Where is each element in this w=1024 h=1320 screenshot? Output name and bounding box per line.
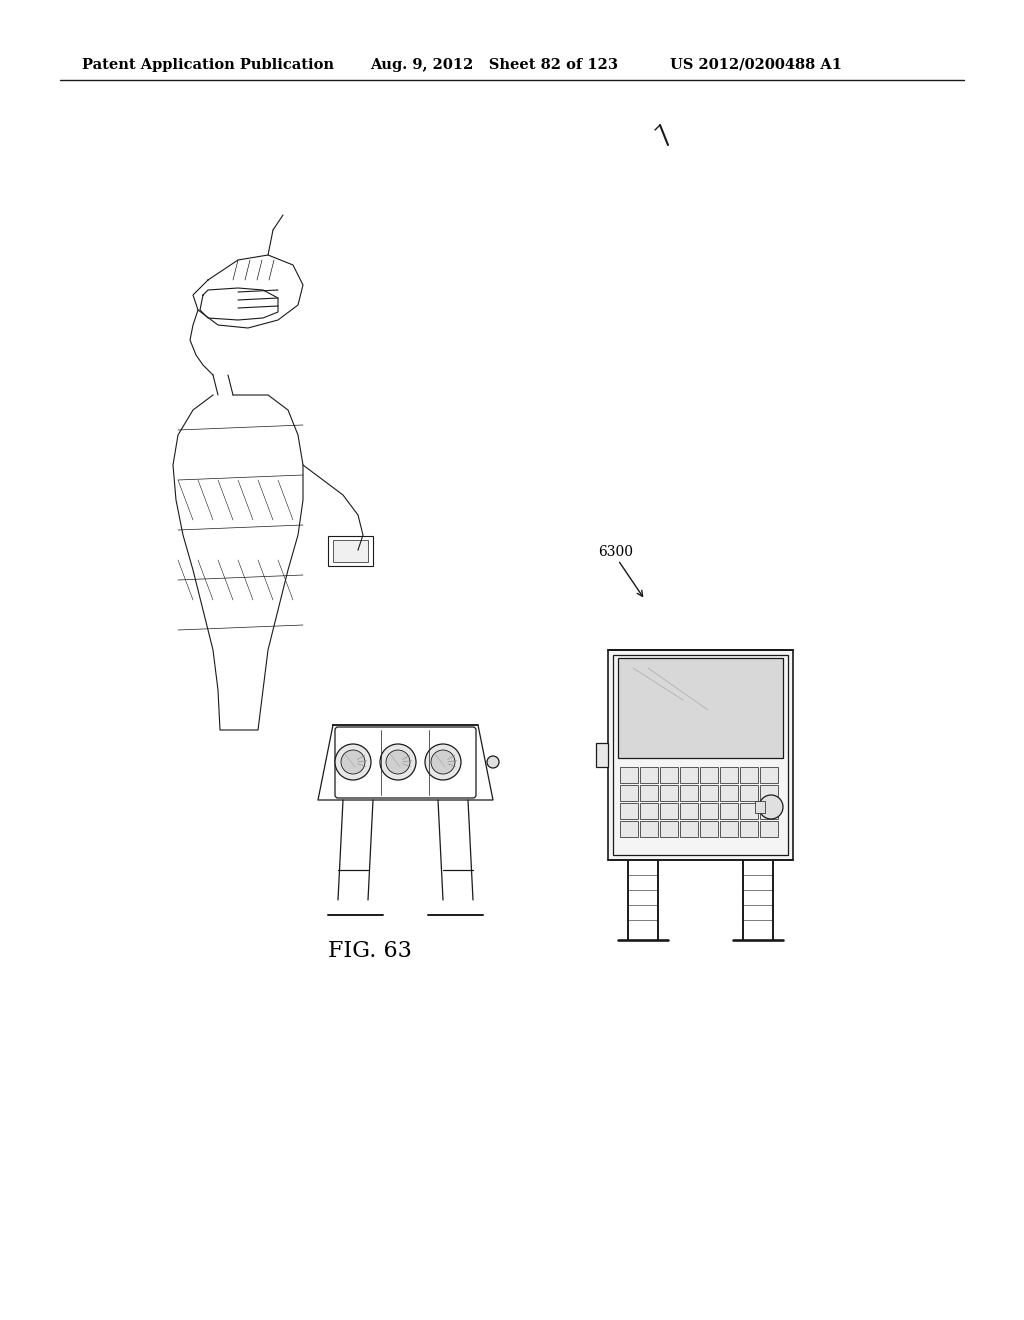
Bar: [596, 743, 608, 767]
Bar: [620, 767, 638, 783]
Bar: [720, 821, 738, 837]
Circle shape: [487, 756, 499, 768]
Bar: [660, 803, 678, 818]
Text: Patent Application Publication: Patent Application Publication: [82, 58, 334, 73]
Text: Aug. 9, 2012   Sheet 82 of 123: Aug. 9, 2012 Sheet 82 of 123: [370, 58, 618, 73]
Circle shape: [380, 744, 416, 780]
Bar: [680, 785, 698, 801]
Bar: [680, 767, 698, 783]
Bar: [620, 785, 638, 801]
FancyArrowPatch shape: [620, 562, 643, 597]
Bar: [720, 785, 738, 801]
Bar: [700, 803, 718, 818]
Text: US 2012/0200488 A1: US 2012/0200488 A1: [670, 58, 842, 73]
Bar: [618, 657, 783, 758]
Bar: [720, 767, 738, 783]
Bar: [740, 821, 758, 837]
Bar: [680, 821, 698, 837]
Bar: [640, 803, 658, 818]
Circle shape: [335, 744, 371, 780]
Bar: [660, 785, 678, 801]
Bar: [700, 767, 718, 783]
Circle shape: [341, 750, 365, 774]
Circle shape: [425, 744, 461, 780]
Bar: [613, 655, 788, 855]
Bar: [660, 767, 678, 783]
Bar: [760, 785, 778, 801]
Bar: [640, 821, 658, 837]
Bar: [720, 803, 738, 818]
Bar: [620, 821, 638, 837]
Circle shape: [759, 795, 783, 818]
Bar: [700, 785, 718, 801]
Bar: [608, 649, 793, 861]
Circle shape: [431, 750, 455, 774]
Bar: [700, 821, 718, 837]
Bar: [755, 801, 765, 813]
Bar: [640, 785, 658, 801]
Bar: [660, 821, 678, 837]
Bar: [740, 803, 758, 818]
Bar: [328, 536, 373, 566]
Circle shape: [386, 750, 410, 774]
Bar: [333, 540, 368, 562]
Bar: [740, 785, 758, 801]
Bar: [740, 767, 758, 783]
Bar: [760, 821, 778, 837]
Bar: [760, 803, 778, 818]
Bar: [680, 803, 698, 818]
Text: 6300: 6300: [598, 545, 633, 558]
Bar: [760, 767, 778, 783]
Bar: [640, 767, 658, 783]
Text: FIG. 63: FIG. 63: [328, 940, 412, 962]
Bar: [620, 803, 638, 818]
